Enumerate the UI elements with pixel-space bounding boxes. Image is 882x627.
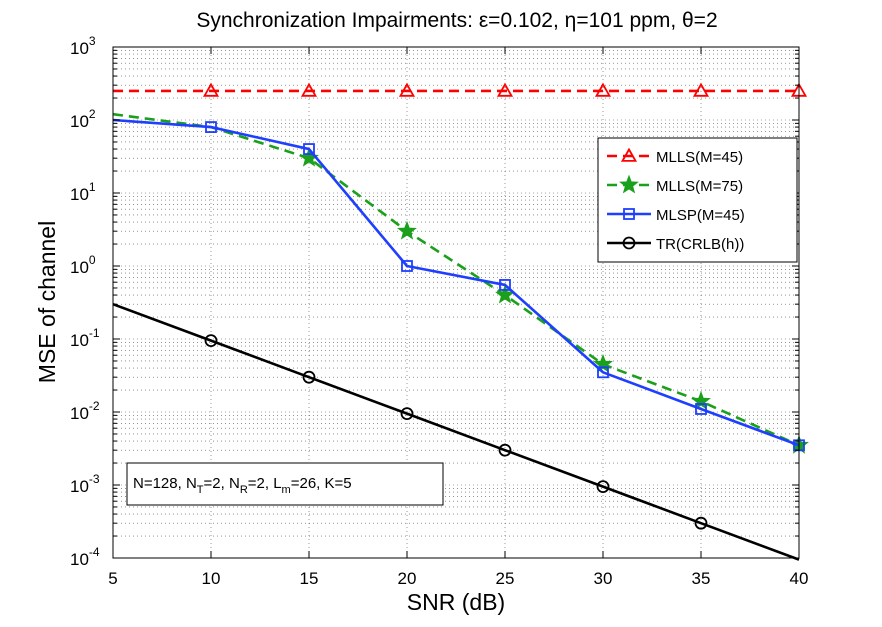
x-tick-label: 35 xyxy=(692,569,711,588)
data-point-circle xyxy=(498,443,512,457)
plot-frame xyxy=(112,46,800,559)
data-point-square xyxy=(597,366,609,379)
y-tick-label: 102 xyxy=(70,107,96,131)
legend-label: MLSP(M=45) xyxy=(656,207,745,224)
data-point-circle xyxy=(694,516,708,530)
x-tick-label: 15 xyxy=(300,569,319,588)
data-point-circle xyxy=(622,236,636,250)
y-tick-label: 103 xyxy=(70,34,96,58)
series-tr-crlb-h xyxy=(112,302,800,561)
data-point-square xyxy=(695,403,707,415)
x-tick-label: 30 xyxy=(594,569,613,588)
series-mlsp-m-45 xyxy=(112,118,805,452)
data-point-triangle xyxy=(300,82,318,97)
x-axis-label: SNR (dB) xyxy=(407,589,505,615)
data-point-star xyxy=(691,390,711,410)
series-line xyxy=(112,302,800,561)
data-point-square xyxy=(499,279,511,291)
x-tick-label: 20 xyxy=(398,569,417,588)
x-tick-labels: 5 10 15 20 25 30 35 40 xyxy=(108,569,808,588)
y-axis-label: MSE of channel xyxy=(34,221,60,383)
y-tick-label: 10-3 xyxy=(70,472,100,496)
data-point-square xyxy=(623,208,635,220)
series-line xyxy=(112,112,800,447)
x-tick-label: 5 xyxy=(108,569,117,588)
data-point-triangle xyxy=(496,82,514,97)
parameter-annotation: N=128, NT=2, NR=2, Lm=26, K=5 xyxy=(126,462,444,506)
data-point-triangle xyxy=(620,147,638,162)
series-line xyxy=(112,118,800,447)
annotation-box xyxy=(126,462,444,506)
x-tick-label: 40 xyxy=(790,569,809,588)
series-layer xyxy=(112,82,809,561)
legend-box xyxy=(597,137,798,263)
annotation-text: N=128, NT=2, NR=2, Lm=26, K=5 xyxy=(133,475,352,496)
legend-label: TR(CRLB(h)) xyxy=(656,236,744,253)
x-tick-label: 10 xyxy=(202,569,221,588)
legend-label: MLLS(M=75) xyxy=(656,178,743,195)
data-point-square xyxy=(401,260,413,272)
data-point-circle xyxy=(400,407,414,421)
data-point-circle xyxy=(204,334,218,348)
y-tick-label: 101 xyxy=(70,180,96,204)
y-tick-label: 10-1 xyxy=(70,326,100,350)
legend: MLLS(M=45) MLLS(M=75) MLSP(M=45) TR(CRLB(h)… xyxy=(597,137,798,263)
x-tick-label: 25 xyxy=(496,569,515,588)
data-point-triangle xyxy=(398,82,416,97)
y-tick-label: 10-2 xyxy=(70,399,100,423)
y-tick-labels: 10-4 10-3 10-2 10-1 100 101 102 103 xyxy=(70,34,100,569)
legend-label: MLLS(M=45) xyxy=(656,149,743,166)
data-point-triangle xyxy=(202,82,220,97)
data-point-square xyxy=(303,143,315,155)
chart-title: Synchronization Impairments: ε=0.102, η=… xyxy=(196,9,717,32)
data-point-circle xyxy=(596,480,610,494)
data-point-star xyxy=(619,174,639,194)
data-point-circle xyxy=(302,370,316,384)
data-point-triangle xyxy=(692,82,710,97)
data-point-square xyxy=(205,121,217,133)
y-tick-label: 10-4 xyxy=(70,545,100,569)
data-point-triangle xyxy=(594,82,612,97)
data-point-star xyxy=(397,220,417,240)
y-tick-label: 100 xyxy=(70,253,96,277)
